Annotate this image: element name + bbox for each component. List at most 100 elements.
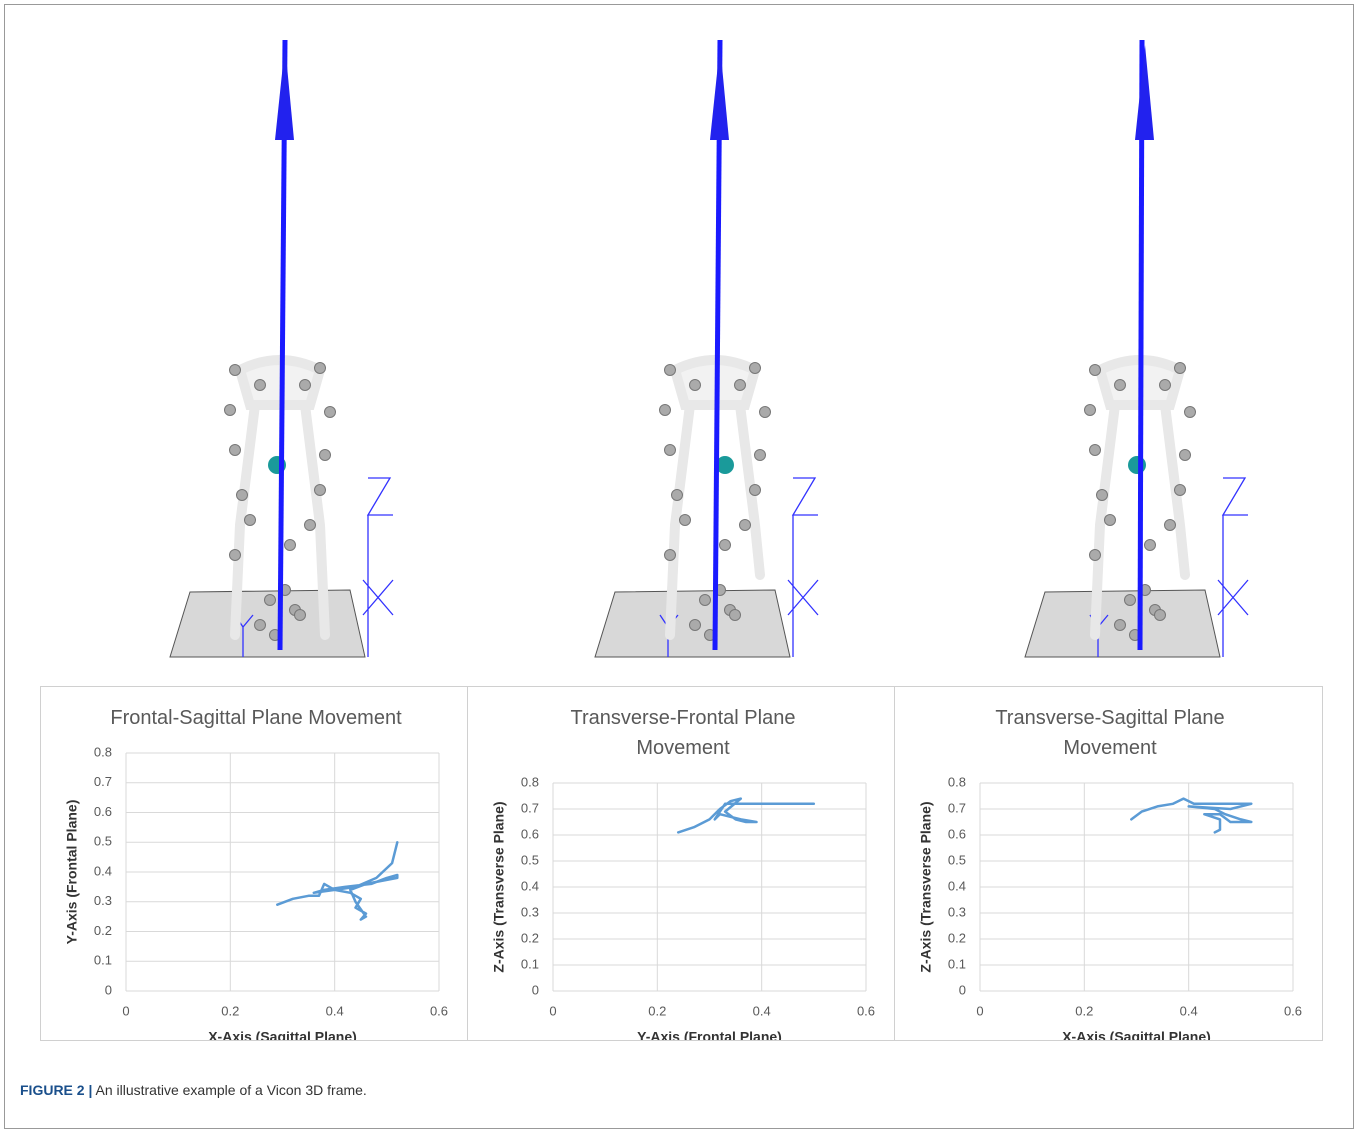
y-tick-label: 0.7 [948, 800, 966, 815]
marker-ball [1105, 515, 1116, 526]
marker-ball [730, 610, 741, 621]
marker-ball [672, 490, 683, 501]
data-line [678, 799, 814, 833]
force-arrowhead [275, 45, 294, 140]
marker-ball [665, 550, 676, 561]
marker-ball [665, 365, 676, 376]
marker-ball [735, 380, 746, 391]
caption-label: FIGURE 2 | [20, 1082, 92, 1098]
marker-ball [1090, 550, 1101, 561]
marker-ball [1145, 540, 1156, 551]
y-tick-label: 0.2 [521, 930, 539, 945]
marker-ball [760, 407, 771, 418]
x-tick-label: 0.2 [1075, 1003, 1093, 1018]
y-tick-label: 0.8 [948, 774, 966, 789]
center-of-mass [1128, 456, 1146, 474]
marker-ball [1097, 490, 1108, 501]
y-tick-label: 0.8 [521, 774, 539, 789]
marker-ball [660, 405, 671, 416]
x-tick-label: 0.4 [1180, 1003, 1198, 1018]
y-tick-label: 0.8 [94, 744, 112, 759]
x-tick-label: 0.2 [221, 1003, 239, 1018]
marker-ball [755, 450, 766, 461]
marker-ball [740, 520, 751, 531]
x-axis-label: X-Axis (Sagittal Plane) [1062, 1029, 1211, 1040]
x-tick-label: 0.6 [430, 1003, 448, 1018]
marker-ball [265, 595, 276, 606]
force-arrowhead [1135, 45, 1154, 140]
y-tick-label: 0.1 [521, 956, 539, 971]
marker-ball [255, 380, 266, 391]
marker-ball [1160, 380, 1171, 391]
y-tick-label: 0.7 [521, 800, 539, 815]
marker-ball [305, 520, 316, 531]
marker-ball [295, 610, 306, 621]
marker-ball [1090, 445, 1101, 456]
render-scene [595, 40, 818, 657]
render-scene [1025, 40, 1248, 657]
marker-ball [680, 515, 691, 526]
marker-ball [1115, 380, 1126, 391]
y-tick-label: 0.6 [94, 804, 112, 819]
force-arrowhead [710, 45, 729, 140]
y-tick-label: 0.1 [948, 956, 966, 971]
x-tick-label: 0 [549, 1003, 556, 1018]
marker-ball [237, 490, 248, 501]
marker-ball [315, 363, 326, 374]
marker-ball [230, 445, 241, 456]
marker-ball [230, 550, 241, 561]
x-tick-label: 0.4 [326, 1003, 344, 1018]
marker-ball [1125, 595, 1136, 606]
marker-ball [750, 363, 761, 374]
x-tick-label: 0.2 [648, 1003, 666, 1018]
y-tick-label: 0 [959, 982, 966, 997]
render-scene [170, 40, 393, 657]
y-tick-label: 0.2 [948, 930, 966, 945]
y-tick-label: 0.7 [94, 774, 112, 789]
y-tick-label: 0.3 [948, 904, 966, 919]
x-tick-label: 0.4 [753, 1003, 771, 1018]
y-tick-label: 0.4 [521, 878, 539, 893]
y-axis-label: Z-Axis (Transverse Plane) [918, 801, 934, 972]
marker-ball [665, 445, 676, 456]
chart: 0 0.1 0.2 0.3 0.4 0.5 0.6 0.7 0.8 0 0.2 0.4 0.6 Y-Axi… [468, 687, 895, 1040]
marker-ball [720, 540, 731, 551]
marker-ball [690, 380, 701, 391]
marker-ball [1090, 365, 1101, 376]
y-tick-label: 0.6 [948, 826, 966, 841]
x-axis-label: X-Axis (Sagittal Plane) [208, 1029, 357, 1040]
y-tick-label: 0.2 [94, 923, 112, 938]
y-tick-label: 0.6 [521, 826, 539, 841]
x-tick-label: 0 [976, 1003, 983, 1018]
y-tick-label: 0.5 [521, 852, 539, 867]
marker-ball [320, 450, 331, 461]
caption-text: An illustrative example of a Vicon 3D fr… [96, 1082, 367, 1098]
y-tick-label: 0 [105, 982, 112, 997]
y-tick-label: 0.1 [94, 953, 112, 968]
marker-ball [325, 407, 336, 418]
y-tick-label: 0 [532, 982, 539, 997]
x-tick-label: 0.6 [1284, 1003, 1302, 1018]
y-tick-label: 0.3 [94, 893, 112, 908]
marker-ball [1165, 520, 1176, 531]
marker-ball [1185, 407, 1196, 418]
marker-ball [315, 485, 326, 496]
y-axis-label: Y-Axis (Frontal Plane) [64, 800, 80, 945]
marker-ball [700, 595, 711, 606]
marker-ball [1180, 450, 1191, 461]
marker-ball [1175, 485, 1186, 496]
y-tick-label: 0.3 [521, 904, 539, 919]
y-tick-label: 0.5 [948, 852, 966, 867]
vicon-renders [0, 0, 1360, 680]
marker-ball [285, 540, 296, 551]
marker-ball [230, 365, 241, 376]
x-tick-label: 0.6 [857, 1003, 875, 1018]
marker-ball [690, 620, 701, 631]
x-axis-label: Y-Axis (Frontal Plane) [637, 1029, 782, 1040]
marker-ball [1085, 405, 1096, 416]
